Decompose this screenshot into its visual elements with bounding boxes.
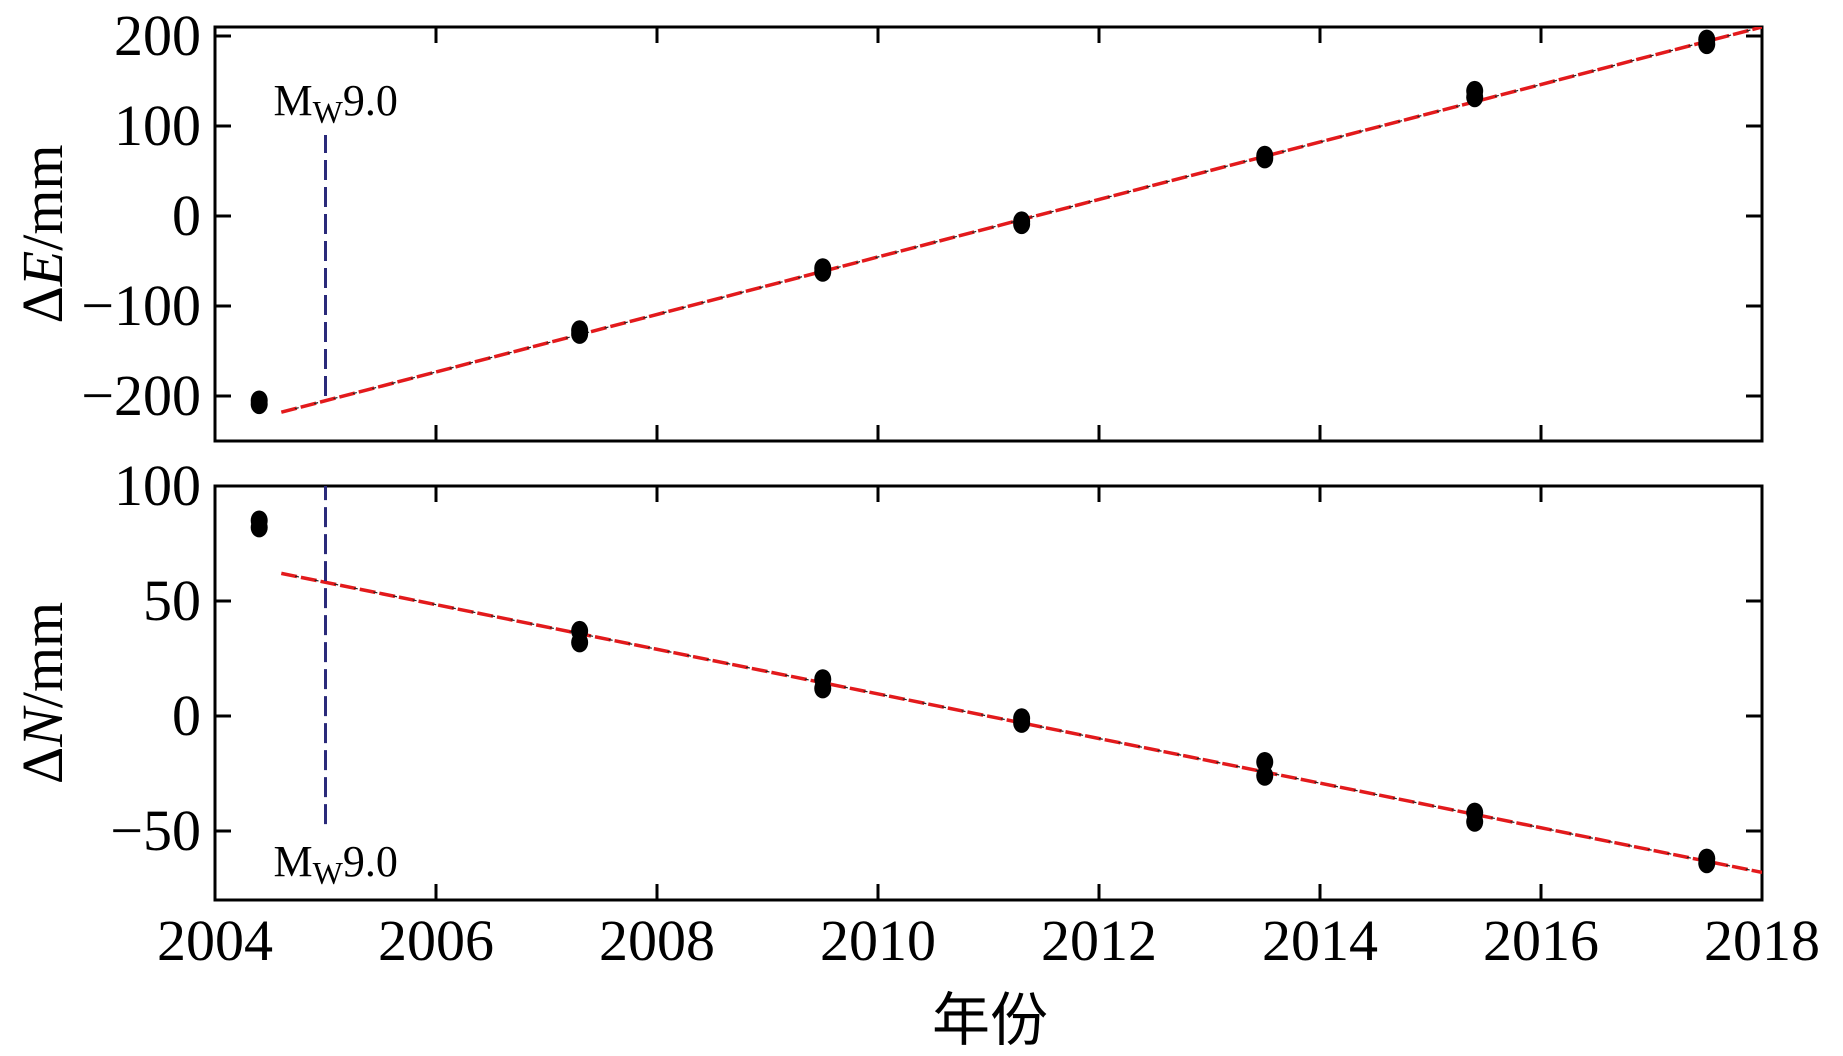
east-displacement-panel: −200 −100 0 100 200 ΔE/mm MW9.0 xyxy=(10,3,1764,443)
data-point-n xyxy=(814,678,832,699)
earthquake-label-w: W xyxy=(313,855,344,891)
earthquake-label-value: 9.0 xyxy=(343,76,398,125)
y-tick-label-n: −50 xyxy=(110,798,201,863)
plot-area-n xyxy=(250,486,1762,875)
y-axis-title-delta: Δ xyxy=(10,286,75,323)
x-tick-label: 2004 xyxy=(157,908,273,973)
data-point-n xyxy=(1256,752,1274,772)
y-tick-label-n: 50 xyxy=(143,568,201,633)
plot-frame-e xyxy=(213,25,1764,443)
earthquake-label-n: MW9.0 xyxy=(274,837,398,891)
y-tick-label-e: 0 xyxy=(172,183,201,248)
y-axis-title-symbol: N xyxy=(10,705,75,748)
y-axis-title-e: ΔE/mm xyxy=(10,144,75,323)
data-point-e xyxy=(1466,80,1484,101)
x-tick-label: 2012 xyxy=(1041,908,1157,973)
plot-frame-n xyxy=(213,484,1764,902)
x-tick-label: 2018 xyxy=(1704,908,1820,973)
earthquake-label-value: 9.0 xyxy=(343,837,398,886)
earthquake-label-e: MW9.0 xyxy=(274,76,398,130)
north-displacement-panel: −50 0 50 100 ΔN/mm MW9.0 xyxy=(10,453,1764,902)
y-tick-label-n: 100 xyxy=(114,453,201,518)
data-point-n xyxy=(1698,853,1716,874)
data-point-e xyxy=(1698,29,1716,50)
earthquake-label-m: M xyxy=(274,837,313,886)
data-point-n xyxy=(1013,712,1031,733)
x-tick-label: 2014 xyxy=(1262,908,1378,973)
y-tick-label-e: 200 xyxy=(114,3,201,68)
data-point-e xyxy=(1256,145,1274,166)
y-tick-label-e: 100 xyxy=(114,93,201,158)
data-point-e xyxy=(1013,214,1031,235)
data-point-n xyxy=(1466,811,1484,832)
x-tick-label: 2008 xyxy=(599,908,715,973)
data-point-e xyxy=(250,394,268,415)
earthquake-label-w: W xyxy=(313,94,344,130)
shared-x-axis: 2004 2006 2008 2010 2012 2014 2016 2018 xyxy=(157,908,1820,973)
y-axis-title-unit: /mm xyxy=(10,144,75,250)
earthquake-label-m: M xyxy=(274,76,313,125)
y-tick-label-e: −100 xyxy=(81,273,201,338)
y-tick-label-e: −200 xyxy=(81,363,201,428)
x-tick-label: 2006 xyxy=(378,908,494,973)
y-axis-title-symbol: E xyxy=(10,251,75,287)
y-axis-title-delta: Δ xyxy=(10,747,75,784)
data-point-n xyxy=(250,517,268,538)
x-tick-label: 2016 xyxy=(1483,908,1599,973)
plot-area-e xyxy=(250,27,1762,415)
data-point-e xyxy=(571,323,589,344)
trend-line-overlay-e xyxy=(281,27,1762,413)
y-tick-label-n: 0 xyxy=(172,683,201,748)
data-point-e xyxy=(814,261,832,282)
x-axis-title: 年份 xyxy=(932,988,1048,1053)
y-axis-title-unit: /mm xyxy=(10,602,75,708)
data-point-n xyxy=(571,632,589,653)
y-axis-title-n: ΔN/mm xyxy=(10,602,75,784)
data-point-n xyxy=(1256,765,1274,786)
x-tick-label: 2010 xyxy=(820,908,936,973)
